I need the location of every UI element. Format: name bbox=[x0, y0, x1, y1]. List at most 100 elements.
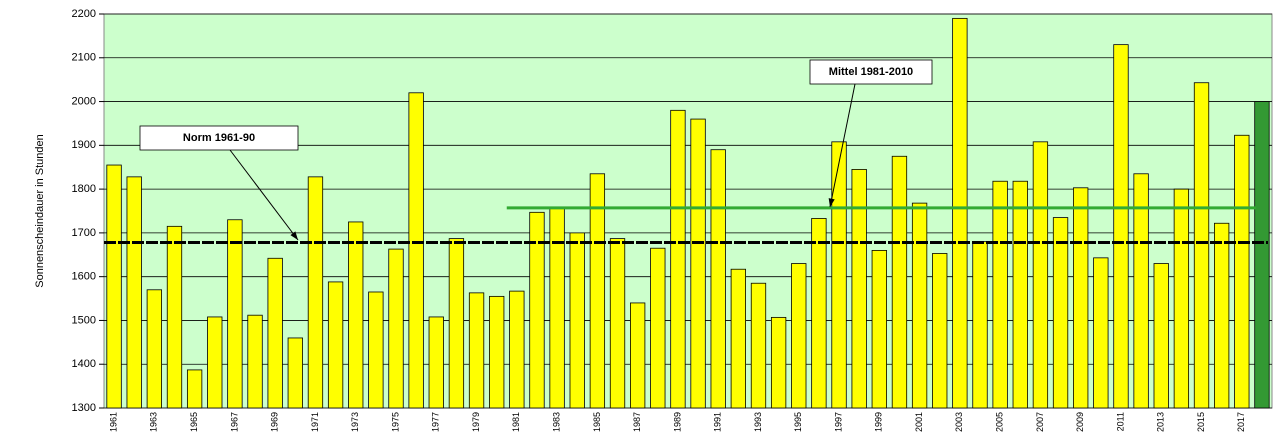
x-tick-label: 1971 bbox=[310, 412, 320, 432]
bar bbox=[186, 369, 203, 409]
bar bbox=[126, 176, 142, 409]
bar bbox=[327, 281, 344, 409]
bar bbox=[348, 221, 364, 409]
callout-label: Mittel 1981-2010 bbox=[829, 66, 913, 78]
x-tick-label: 1963 bbox=[149, 412, 159, 432]
bar bbox=[992, 180, 1008, 409]
x-tick-label: 1991 bbox=[713, 412, 723, 432]
bar bbox=[609, 238, 626, 409]
x-tick-label: 1975 bbox=[390, 412, 400, 432]
bar bbox=[1193, 82, 1210, 409]
bar bbox=[1234, 134, 1250, 409]
x-tick-label: 2003 bbox=[954, 412, 964, 432]
bar bbox=[489, 295, 505, 409]
bar bbox=[891, 155, 908, 409]
bar bbox=[1254, 101, 1270, 409]
bar bbox=[1173, 188, 1190, 409]
bar bbox=[630, 302, 646, 409]
x-tick-label: 2017 bbox=[1236, 412, 1246, 432]
x-tick-label: 1999 bbox=[874, 412, 884, 432]
bar bbox=[569, 232, 585, 409]
bar bbox=[408, 92, 424, 409]
y-tick-label: 1800 bbox=[72, 183, 96, 195]
x-tick-label: 1987 bbox=[632, 412, 642, 432]
callout-box bbox=[139, 125, 299, 151]
bar bbox=[448, 238, 465, 409]
bar bbox=[529, 211, 545, 409]
bar bbox=[670, 109, 686, 409]
bar bbox=[166, 225, 183, 409]
bar bbox=[589, 173, 606, 409]
callout-arrow bbox=[229, 149, 299, 241]
bar bbox=[1153, 263, 1169, 409]
y-tick-label: 1900 bbox=[72, 139, 96, 151]
bar bbox=[106, 164, 122, 409]
bar bbox=[468, 292, 485, 409]
y-tick-label: 2200 bbox=[72, 8, 96, 20]
bar bbox=[730, 268, 746, 409]
bar bbox=[146, 289, 162, 409]
x-tick-label: 1985 bbox=[592, 412, 602, 432]
bar bbox=[549, 207, 565, 409]
x-tick-label: 1997 bbox=[833, 412, 843, 432]
bar bbox=[650, 247, 666, 409]
bar bbox=[811, 218, 827, 409]
bar bbox=[1073, 187, 1089, 409]
bar bbox=[368, 291, 384, 409]
bar bbox=[770, 316, 787, 409]
x-tick-label: 2001 bbox=[914, 412, 924, 432]
bar bbox=[1093, 257, 1109, 409]
bar bbox=[690, 118, 706, 409]
x-tick-label: 1989 bbox=[672, 412, 682, 432]
callout-box bbox=[809, 59, 933, 85]
x-tick-label: 1965 bbox=[189, 412, 199, 432]
bar bbox=[952, 17, 968, 409]
bar bbox=[911, 202, 928, 409]
bar bbox=[750, 282, 767, 409]
y-tick-label: 1300 bbox=[72, 402, 96, 414]
bar bbox=[1214, 222, 1230, 409]
x-tick-label: 1981 bbox=[511, 412, 521, 432]
y-tick-label: 1400 bbox=[72, 358, 96, 370]
x-tick-label: 2007 bbox=[1035, 412, 1045, 432]
bar bbox=[871, 249, 887, 409]
bar bbox=[509, 290, 525, 409]
x-tick-label: 1967 bbox=[229, 412, 239, 432]
x-tick-label: 2011 bbox=[1115, 412, 1125, 431]
y-tick-label: 1600 bbox=[72, 271, 96, 283]
x-tick-label: 1973 bbox=[350, 412, 360, 432]
y-tick-label: 1700 bbox=[72, 227, 96, 239]
bar bbox=[791, 263, 807, 409]
x-tick-label: 1995 bbox=[793, 412, 803, 432]
y-tick-label: 2000 bbox=[72, 95, 96, 107]
x-tick-label: 1977 bbox=[431, 412, 441, 432]
bar bbox=[851, 169, 867, 409]
bar bbox=[972, 241, 988, 409]
bar bbox=[388, 248, 404, 409]
y-tick-label: 1500 bbox=[72, 314, 96, 326]
bar bbox=[1032, 141, 1049, 409]
bar bbox=[287, 337, 303, 409]
bar bbox=[710, 149, 726, 409]
bar bbox=[932, 253, 948, 409]
x-tick-label: 1979 bbox=[471, 412, 481, 432]
x-tick-label: 2013 bbox=[1156, 412, 1166, 432]
y-axis-label: Sonnenscheindauer in Stunden bbox=[34, 134, 46, 288]
y-tick-label: 2100 bbox=[72, 52, 96, 64]
arrow-head bbox=[828, 198, 835, 207]
chart-layer: 1300 1400 1500 1600 1700 1800 1900 2000 2100 2200… bbox=[72, 8, 1272, 432]
x-tick-label: 1983 bbox=[551, 412, 561, 432]
bar bbox=[307, 176, 324, 409]
bar bbox=[831, 141, 847, 409]
x-tick-label: 1993 bbox=[753, 412, 763, 432]
bar bbox=[1012, 180, 1028, 409]
bar bbox=[1133, 173, 1149, 409]
bar bbox=[428, 316, 444, 409]
arrow-head bbox=[290, 231, 298, 240]
bar bbox=[247, 314, 263, 409]
bar bbox=[207, 316, 223, 409]
bar bbox=[227, 219, 243, 409]
bar bbox=[1052, 217, 1069, 409]
callout-label: Norm 1961-90 bbox=[183, 132, 255, 144]
callout-arrow bbox=[829, 83, 856, 208]
